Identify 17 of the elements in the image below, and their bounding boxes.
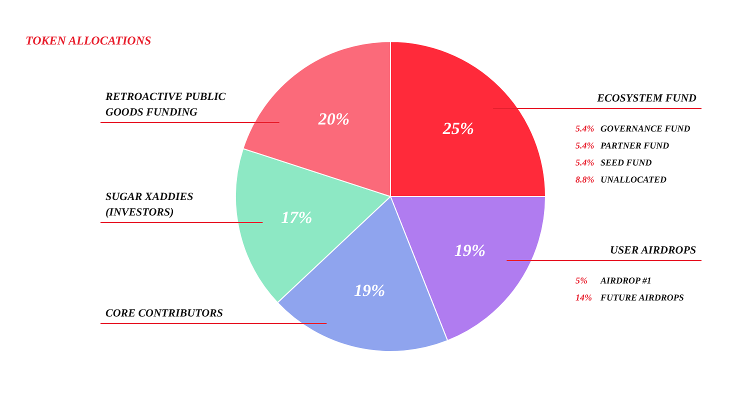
- text: 14% FUTURE AIRDROPS: [576, 292, 684, 302]
- text: 5.4% SEED FUND: [576, 158, 652, 168]
- slice-label: SUGAR XADDIES (INVESTORS): [106, 190, 194, 218]
- slice-label: CORE CONTRIBUTORS: [106, 308, 223, 320]
- text: 5.4% PARTNER FUND: [576, 140, 670, 150]
- slice-label: RETROACTIVE PUBLIC GOODS FUNDING: [104, 90, 226, 118]
- chart-title: TOKEN ALLOCATIONS: [26, 34, 152, 48]
- slice-label: ECOSYSTEM FUND: [596, 92, 697, 104]
- text: 8.8% UNALLOCATED: [576, 174, 668, 184]
- data-label: 20%: [317, 109, 350, 128]
- text: 5% AIRDROP #1: [576, 276, 652, 286]
- text: 5.4% GOVERNANCE FUND: [576, 124, 691, 134]
- data-label: 25%: [442, 119, 474, 138]
- slice-label: USER AIRDROPS: [610, 244, 696, 256]
- data-label: 17%: [281, 208, 312, 227]
- data-label: 19%: [354, 280, 386, 300]
- data-label: 19%: [454, 241, 486, 260]
